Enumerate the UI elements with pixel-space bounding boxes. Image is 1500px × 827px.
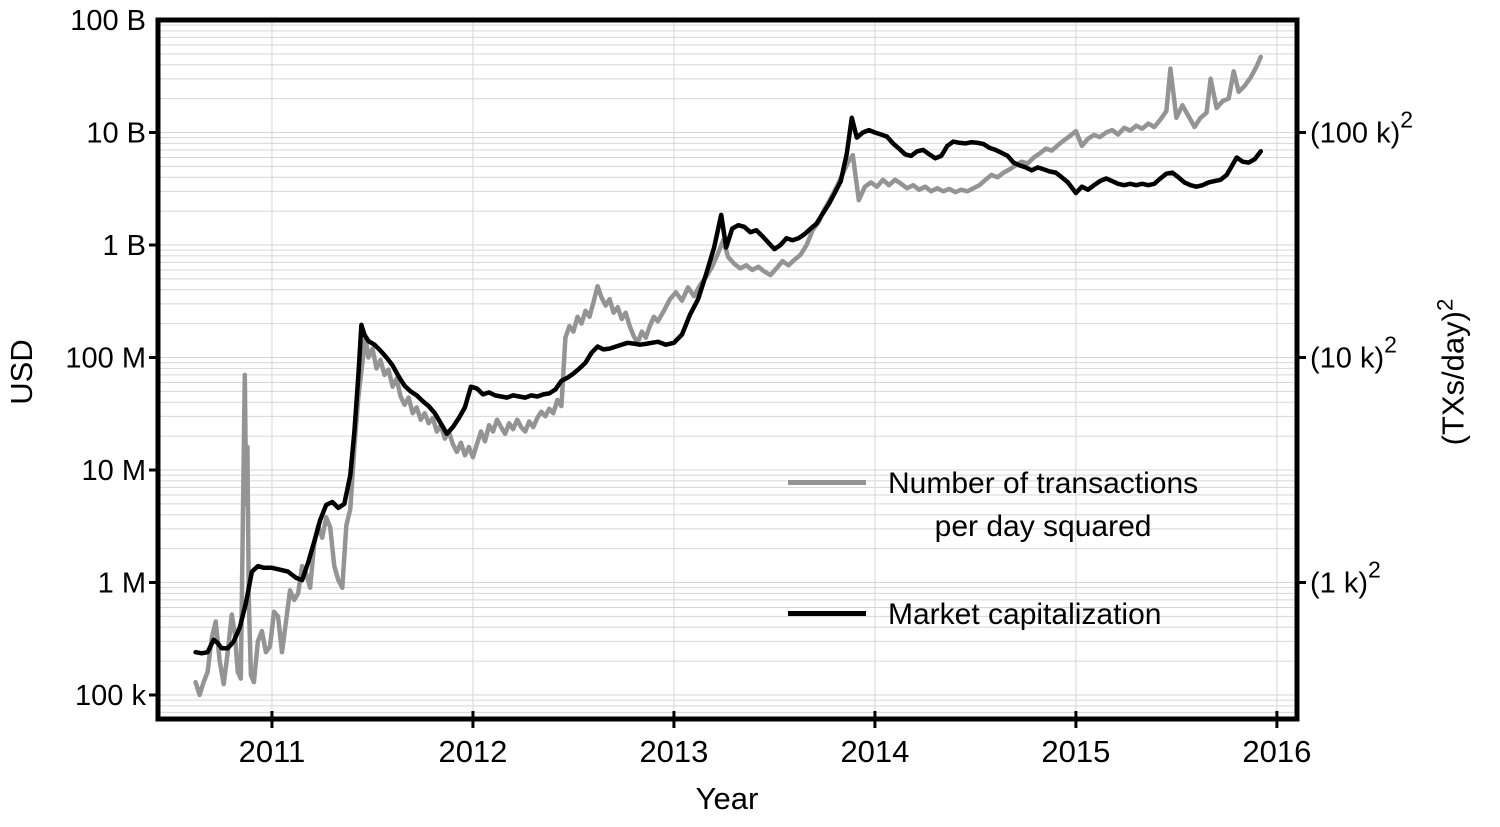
- transactions-legend-line1: Number of transactions: [888, 467, 1199, 500]
- right-tick-label: (100 k)2: [1310, 107, 1413, 150]
- x-axis-title: Year: [696, 781, 759, 817]
- left-tick-label: 100 k: [75, 680, 146, 712]
- left-tick-label: 1 B: [102, 230, 146, 262]
- right-tick-label: (10 k)2: [1310, 332, 1397, 375]
- right-axis-title: (TXs/day)2: [1432, 299, 1471, 446]
- plot-frame: [155, 17, 1300, 722]
- market-cap-line-swatch: [788, 611, 866, 616]
- left-tick-label: 10 B: [86, 118, 146, 150]
- market-cap-legend-line1: Market capitalization: [888, 598, 1162, 631]
- transactions-legend-label: Number of transactions per day squared: [888, 462, 1198, 548]
- left-axis-title-text: USD: [4, 339, 39, 405]
- legend: Number of transactions per day squared M…: [788, 462, 1258, 636]
- x-tick-label: 2013: [639, 734, 708, 769]
- left-tick-label: 10 M: [82, 455, 146, 487]
- x-axis-title-text: Year: [695, 781, 759, 816]
- x-tick-label: 2016: [1242, 734, 1311, 769]
- right-axis-title-text: (TXs/day): [1435, 311, 1471, 446]
- market-cap-legend-label: Market capitalization: [888, 593, 1161, 636]
- x-tick-label: 2011: [239, 734, 306, 769]
- transactions-legend-line2: per day squared: [934, 510, 1152, 543]
- x-tick-label: 2014: [840, 734, 909, 769]
- x-tick-label: 2012: [438, 734, 507, 769]
- left-tick-label: 1 M: [98, 568, 146, 600]
- right-axis-title-superscript: 2: [1432, 298, 1458, 312]
- transactions-line-swatch: [788, 480, 866, 485]
- transactions-squared-line: [193, 54, 1264, 698]
- legend-item-market-cap: Market capitalization: [788, 593, 1258, 636]
- right-tick-label: (1 k)2: [1310, 557, 1381, 600]
- left-tick-label: 100 M: [65, 343, 146, 375]
- market-cap-line: [193, 115, 1264, 656]
- left-axis-title: USD: [4, 339, 40, 404]
- x-tick-label: 2015: [1041, 734, 1110, 769]
- legend-item-transactions: Number of transactions per day squared: [788, 462, 1258, 548]
- left-tick-label: 100 B: [70, 5, 146, 37]
